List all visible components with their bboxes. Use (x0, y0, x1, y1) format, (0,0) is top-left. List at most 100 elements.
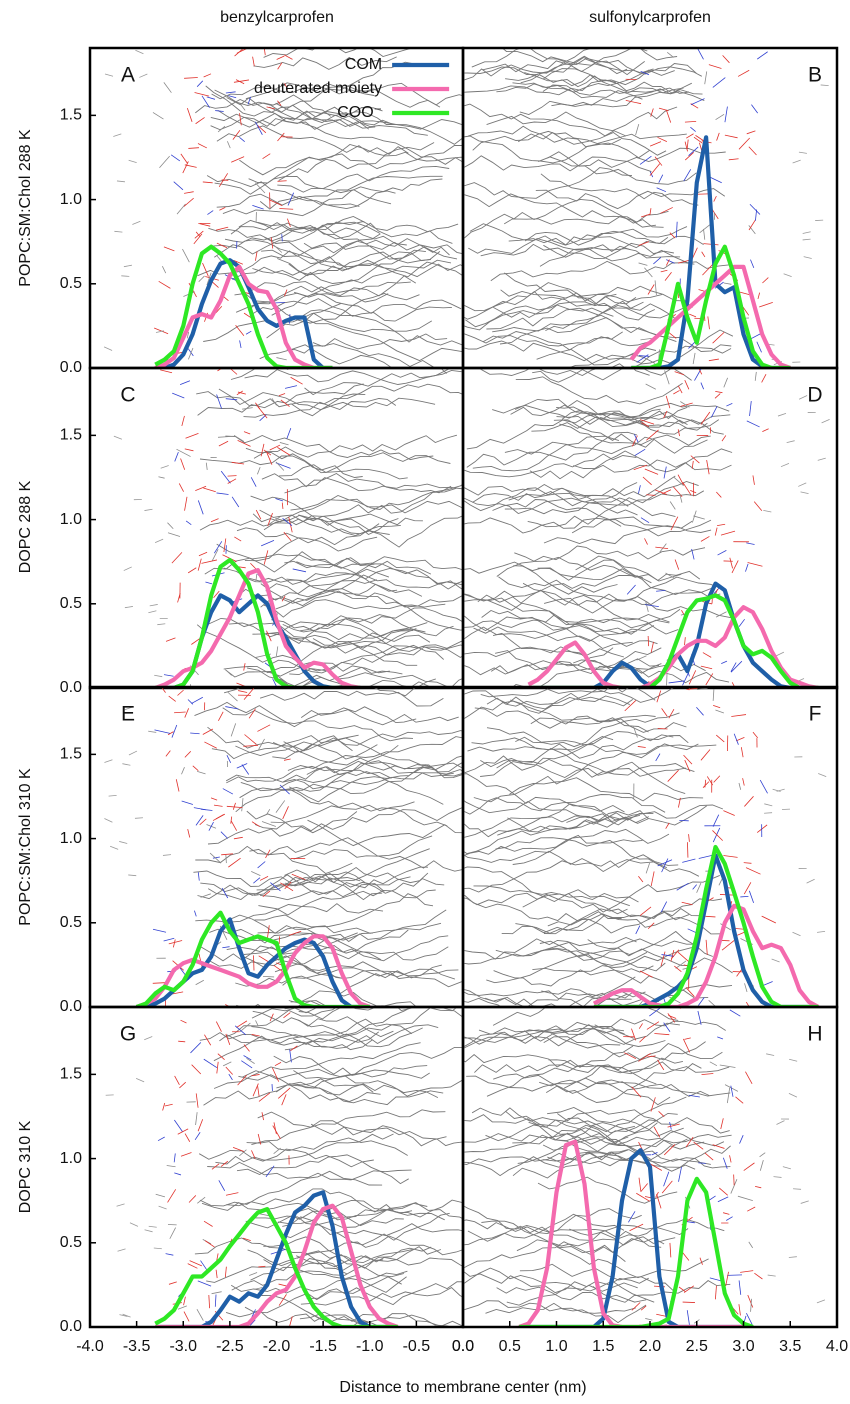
headgroup (255, 183, 265, 193)
headgroup (164, 675, 174, 677)
x-tick-label: 4.0 (826, 1338, 848, 1355)
headgroup (724, 283, 732, 284)
headgroup (188, 148, 199, 149)
water (136, 1078, 144, 1081)
panel-label: D (807, 384, 822, 407)
headgroup (640, 907, 651, 916)
lipid-tail (486, 953, 665, 983)
headgroup (234, 537, 241, 541)
headgroup (182, 416, 185, 426)
headgroup (758, 293, 760, 299)
headgroup (154, 730, 169, 734)
headgroup (226, 1067, 233, 1075)
lipid-tail (214, 1043, 421, 1089)
headgroup (191, 697, 202, 703)
headgroup (673, 390, 679, 394)
headgroup (745, 564, 748, 572)
headgroup (754, 1273, 762, 1279)
x-axis-label: Distance to membrane center (nm) (339, 1379, 586, 1396)
headgroup (628, 1211, 635, 1222)
headgroup (689, 314, 696, 317)
headgroup (739, 619, 745, 626)
headgroup (703, 653, 711, 658)
headgroup (716, 735, 724, 742)
headgroup (694, 368, 701, 381)
headgroup (685, 637, 686, 645)
headgroup (198, 500, 203, 514)
y-tick-label: 1.0 (60, 1150, 82, 1167)
water (125, 606, 133, 607)
headgroup (654, 1034, 669, 1035)
lipid-tail (538, 157, 696, 184)
data-line (631, 247, 790, 368)
headgroup (739, 1304, 741, 1315)
lipid-tail (283, 615, 454, 636)
headgroup (730, 558, 733, 569)
headgroup (715, 391, 722, 392)
headgroup (285, 386, 297, 389)
water (159, 1206, 167, 1209)
headgroup (279, 394, 285, 396)
lipid-tail (462, 199, 663, 239)
lipid-tail (272, 294, 461, 316)
headgroup (666, 396, 670, 408)
headgroup (750, 260, 753, 268)
headgroup (692, 461, 693, 469)
x-tick-label: -3.0 (169, 1338, 197, 1355)
lipid-tail (505, 437, 654, 454)
headgroup (268, 925, 270, 937)
lipid-tail (479, 363, 649, 375)
headgroup (169, 696, 176, 701)
headgroup (641, 214, 650, 217)
lipid-tail (467, 432, 637, 467)
headgroup (238, 691, 247, 693)
headgroup (753, 732, 758, 738)
lipid-tail (493, 1074, 670, 1105)
headgroup (691, 99, 705, 105)
lipid-tail (472, 46, 702, 77)
headgroup (226, 1193, 238, 1196)
water (129, 160, 137, 162)
headgroup (252, 205, 263, 209)
headgroup (685, 121, 696, 122)
headgroup (245, 735, 257, 745)
lipid-tail (461, 1113, 678, 1132)
lipid-tail (421, 305, 614, 330)
lipid-tail (219, 1025, 438, 1049)
headgroup (185, 708, 189, 717)
headgroup (725, 135, 738, 138)
lipid-tail (445, 835, 642, 860)
headgroup (715, 1286, 716, 1300)
lipid-tail (497, 546, 705, 577)
headgroup (649, 1007, 661, 1016)
panel: F (412, 679, 837, 1021)
headgroup (266, 1166, 274, 1177)
headgroup (729, 159, 739, 160)
x-tick-label: 2.0 (639, 1338, 661, 1355)
membrane-background (412, 679, 826, 1021)
y-tick-label: 1.0 (60, 191, 82, 208)
headgroup (273, 1126, 281, 1139)
lipid-tail (441, 893, 622, 920)
lipid-tail (497, 1287, 647, 1302)
headgroup (747, 131, 756, 134)
lipid-tail (283, 318, 500, 361)
headgroup (678, 386, 682, 393)
water (787, 441, 795, 443)
headgroup (263, 154, 271, 159)
headgroup (196, 815, 203, 825)
headgroup (223, 1062, 231, 1066)
headgroup (698, 997, 704, 1005)
headgroup (207, 211, 213, 215)
headgroup (231, 157, 244, 163)
headgroup (237, 764, 247, 769)
headgroup (284, 55, 292, 60)
headgroup (233, 803, 235, 810)
lipid-tail (223, 191, 396, 216)
headgroup (259, 956, 269, 962)
lipid-tail (452, 283, 662, 311)
lipid-tail (276, 575, 489, 609)
water (807, 879, 815, 883)
